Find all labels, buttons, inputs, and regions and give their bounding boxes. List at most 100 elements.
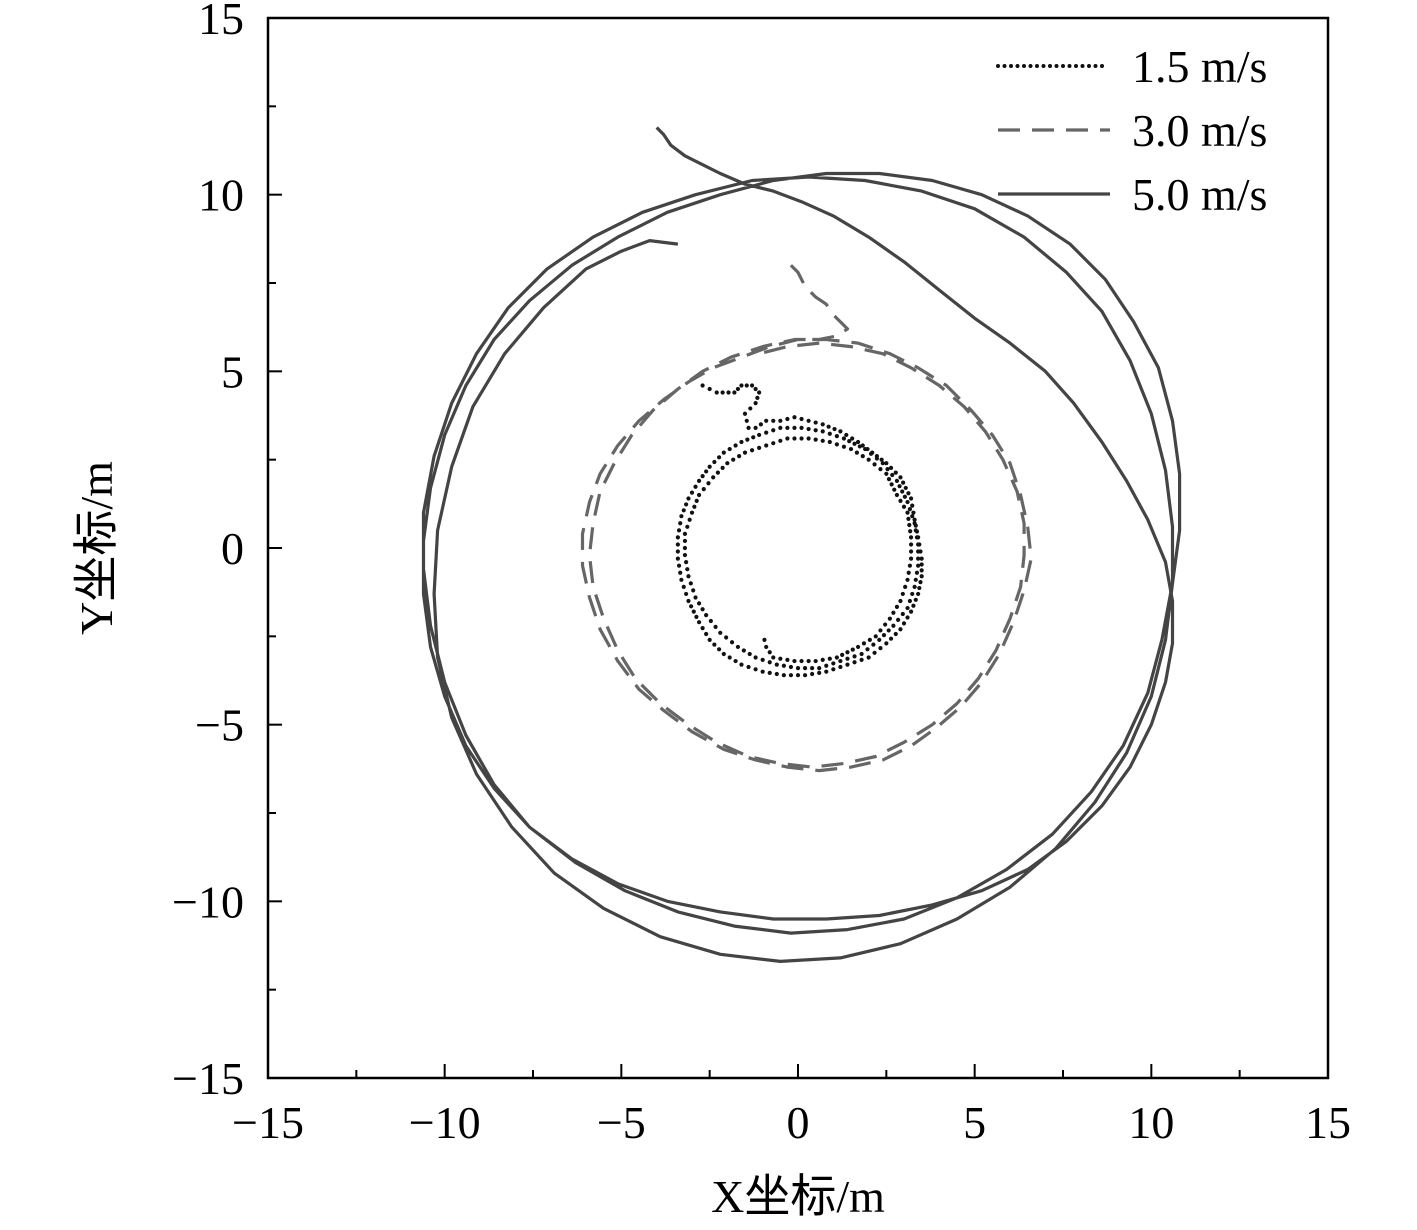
x-axis-label: X坐标/m — [711, 1171, 885, 1222]
data-point — [857, 444, 862, 449]
data-point — [840, 652, 845, 657]
legend-marker-dotted — [1015, 64, 1020, 68]
data-point — [684, 502, 689, 507]
data-point — [742, 411, 748, 416]
data-point — [893, 631, 898, 637]
data-point — [731, 457, 736, 462]
data-point — [813, 658, 818, 664]
data-point — [746, 425, 751, 430]
data-point — [901, 480, 906, 485]
data-point — [908, 609, 914, 614]
data-point — [845, 662, 850, 667]
data-point — [755, 395, 760, 400]
data-point — [916, 549, 921, 554]
axis-ticks: −15 −10 −5 0 5 10 15 −15 −10 −5 0 5 10 15 — [172, 0, 1351, 1148]
data-point — [700, 383, 705, 388]
data-point — [774, 662, 779, 667]
data-point — [748, 406, 753, 411]
data-point — [721, 651, 726, 657]
data-point — [679, 514, 684, 519]
data-point — [767, 670, 772, 675]
data-point — [696, 492, 702, 498]
data-point — [675, 535, 680, 540]
data-point — [706, 481, 711, 486]
data-point — [861, 641, 867, 646]
data-point — [906, 491, 911, 496]
data-point — [834, 442, 839, 447]
data-point — [912, 521, 917, 526]
data-point — [753, 401, 758, 406]
data-point — [714, 390, 719, 395]
data-point — [907, 507, 912, 512]
data-point — [693, 484, 698, 489]
data-point — [753, 667, 758, 672]
data-point — [753, 655, 758, 660]
data-point — [781, 663, 786, 668]
data-point — [813, 428, 818, 433]
legend-marker-dotted — [1080, 64, 1085, 68]
data-point — [693, 595, 698, 600]
data-point — [916, 556, 921, 561]
data-point — [916, 591, 921, 597]
data-point — [764, 644, 769, 650]
data-point — [878, 466, 883, 472]
data-point — [877, 637, 882, 642]
data-point — [878, 646, 883, 651]
data-point — [918, 580, 923, 585]
data-point — [806, 426, 811, 432]
data-point — [867, 637, 872, 642]
data-point — [891, 623, 896, 628]
legend-marker-dotted — [1093, 64, 1098, 68]
data-point — [852, 660, 857, 665]
data-point — [721, 450, 726, 455]
data-point — [910, 591, 915, 597]
data-point — [682, 545, 688, 551]
data-point — [732, 390, 737, 395]
data-point — [795, 673, 801, 678]
data-point — [778, 656, 783, 661]
y-tick-label: 0 — [221, 523, 244, 574]
data-point — [767, 650, 772, 655]
data-point — [913, 597, 918, 602]
y-tick-label: 5 — [221, 346, 244, 397]
data-point — [813, 437, 818, 442]
data-point — [913, 528, 918, 533]
data-point — [906, 570, 911, 575]
data-point — [676, 528, 682, 533]
data-point — [733, 443, 738, 448]
data-point — [802, 673, 808, 678]
data-point — [866, 655, 871, 660]
data-point — [817, 666, 822, 671]
data-point — [897, 484, 902, 489]
legend-label: 3.0 m/s — [1132, 105, 1267, 156]
data-point — [827, 439, 832, 445]
data-point — [757, 445, 762, 450]
data-point — [688, 581, 693, 586]
data-point — [884, 641, 889, 646]
data-point — [696, 601, 702, 606]
series-layer — [421, 126, 1182, 963]
data-point — [760, 669, 765, 674]
data-point — [781, 673, 786, 678]
legend-marker-dotted — [1041, 64, 1046, 68]
data-point — [901, 504, 907, 509]
data-point — [799, 416, 804, 422]
legend-marker-dotted — [1009, 64, 1013, 68]
data-point — [704, 613, 709, 618]
data-point — [820, 429, 825, 434]
legend: 1.5 m/s 3.0 m/s 5.0 m/s — [996, 41, 1267, 220]
data-point — [913, 577, 918, 582]
data-point — [694, 498, 699, 503]
data-point — [893, 470, 898, 475]
data-point — [907, 522, 912, 528]
data-point — [711, 475, 716, 480]
data-point — [701, 487, 706, 492]
data-point — [675, 542, 680, 547]
data-point — [733, 658, 738, 664]
data-point — [898, 598, 903, 604]
data-point — [859, 651, 864, 657]
data-point — [900, 489, 905, 494]
y-tick-label: 15 — [198, 0, 244, 44]
